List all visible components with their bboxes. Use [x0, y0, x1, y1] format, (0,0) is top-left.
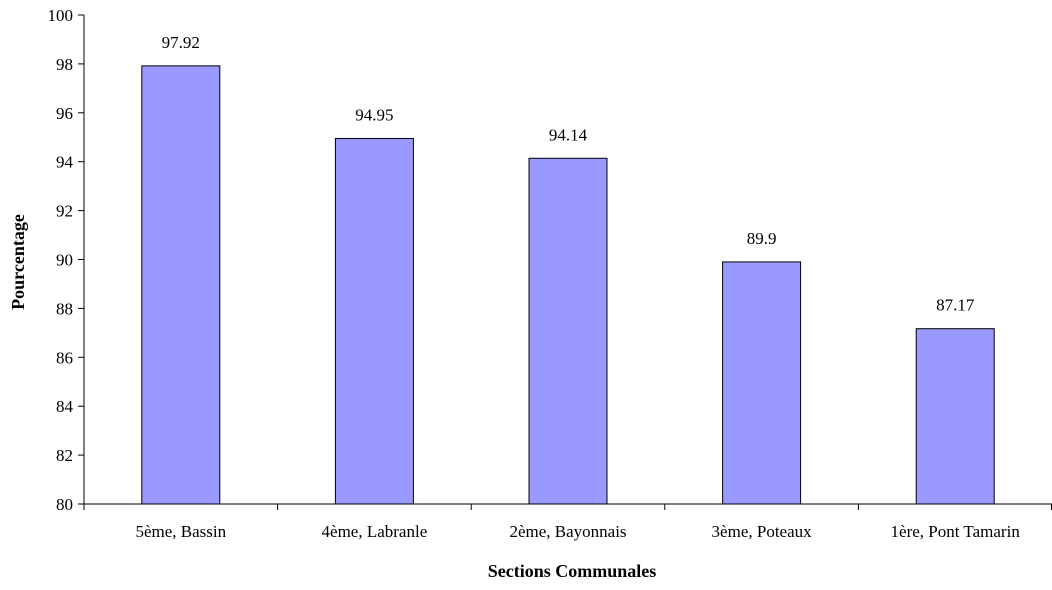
x-category-label: 5ème, Bassin: [135, 522, 226, 541]
x-axis-title: Sections Communales: [488, 561, 657, 581]
bar: [334, 137, 414, 505]
y-tick-label: 80: [56, 495, 73, 514]
bar: [528, 157, 608, 505]
bar-value-label: 89.9: [747, 229, 777, 248]
bar: [722, 261, 802, 505]
x-category-label: 3ème, Poteaux: [712, 522, 813, 541]
bar-value-label: 97.92: [162, 33, 200, 52]
y-tick-label: 96: [56, 104, 73, 123]
y-tick-label: 90: [56, 251, 73, 270]
y-tick-label: 94: [56, 153, 74, 172]
y-tick-label: 88: [56, 299, 73, 318]
x-axis: 5ème, Bassin 4ème, Labranle 2ème, Bayonnai…: [83, 503, 1052, 541]
x-category-label: 4ème, Labranle: [322, 522, 428, 541]
bar-value-label: 87.17: [936, 296, 975, 315]
y-tick-label: 86: [56, 348, 73, 367]
y-tick-label: 82: [56, 446, 73, 465]
bar-value-label: 94.14: [549, 125, 588, 144]
y-axis: 80 82 84 86 88 90 92 94 96 98 100: [48, 6, 85, 514]
bars: [141, 65, 995, 505]
bar: [915, 328, 995, 505]
x-category-label: 1ère, Pont Tamarin: [891, 522, 1021, 541]
bar-value-label: 94.95: [355, 105, 393, 124]
x-category-label: 2ème, Bayonnais: [509, 522, 626, 541]
y-tick-label: 100: [48, 6, 74, 25]
y-tick-label: 98: [56, 55, 73, 74]
y-tick-label: 92: [56, 202, 73, 221]
y-axis-title: Pourcentage: [8, 214, 28, 310]
bar: [141, 65, 221, 505]
y-tick-label: 84: [56, 397, 74, 416]
data-labels: 97.92 94.95 94.14 89.9 87.17: [162, 33, 975, 315]
